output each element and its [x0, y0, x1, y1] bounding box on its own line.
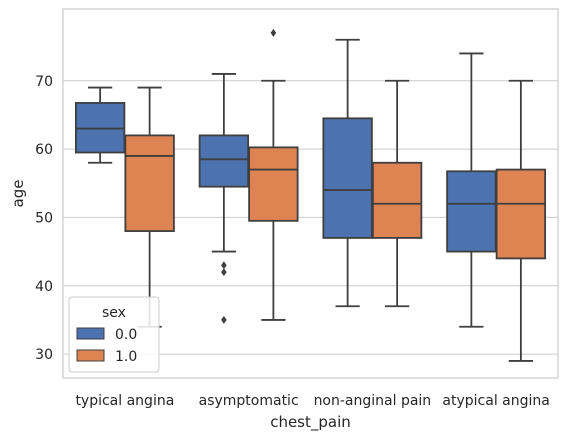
legend-title: sex	[102, 305, 126, 321]
box-body	[200, 135, 249, 186]
box-body	[373, 163, 422, 238]
box-1.0-3	[497, 81, 546, 361]
box-body	[249, 147, 298, 220]
box-0.0-1	[200, 74, 249, 324]
outlier-point	[221, 316, 227, 324]
legend-entry: 1.0	[115, 349, 137, 365]
box-body	[323, 118, 372, 238]
y-tick-label: 70	[35, 74, 53, 90]
y-tick-label: 60	[35, 142, 53, 158]
outlier-point	[271, 29, 277, 37]
legend-entry: 0.0	[115, 327, 137, 343]
y-axis-label: age	[9, 180, 27, 208]
x-axis-label: chest_pain	[270, 413, 351, 432]
box-1.0-0	[125, 88, 174, 327]
y-tick-label: 50	[35, 210, 53, 226]
legend-swatch	[77, 350, 104, 361]
box-body	[497, 170, 546, 259]
legend-swatch	[77, 328, 104, 339]
x-tick-label: typical angina	[75, 393, 174, 409]
box-1.0-1	[249, 29, 298, 320]
box-body	[447, 171, 496, 251]
y-axis-ticks: 30 40 50 60 70	[35, 74, 53, 363]
x-tick-label: asymptomatic	[199, 393, 299, 409]
legend: sex 0.0 1.0	[69, 297, 159, 372]
x-tick-label: atypical angina	[442, 393, 549, 409]
outlier-point	[221, 268, 227, 276]
outlier-point	[221, 261, 227, 269]
box-1.0-2	[373, 81, 422, 307]
x-axis-ticks: typical angina asymptomatic non-anginal pa…	[75, 393, 549, 409]
y-tick-label: 30	[35, 347, 53, 363]
x-tick-label: non-anginal pain	[314, 393, 432, 409]
box-0.0-2	[323, 40, 372, 307]
box-0.0-0	[76, 88, 125, 163]
box-body	[125, 135, 174, 231]
y-tick-label: 40	[35, 279, 53, 295]
